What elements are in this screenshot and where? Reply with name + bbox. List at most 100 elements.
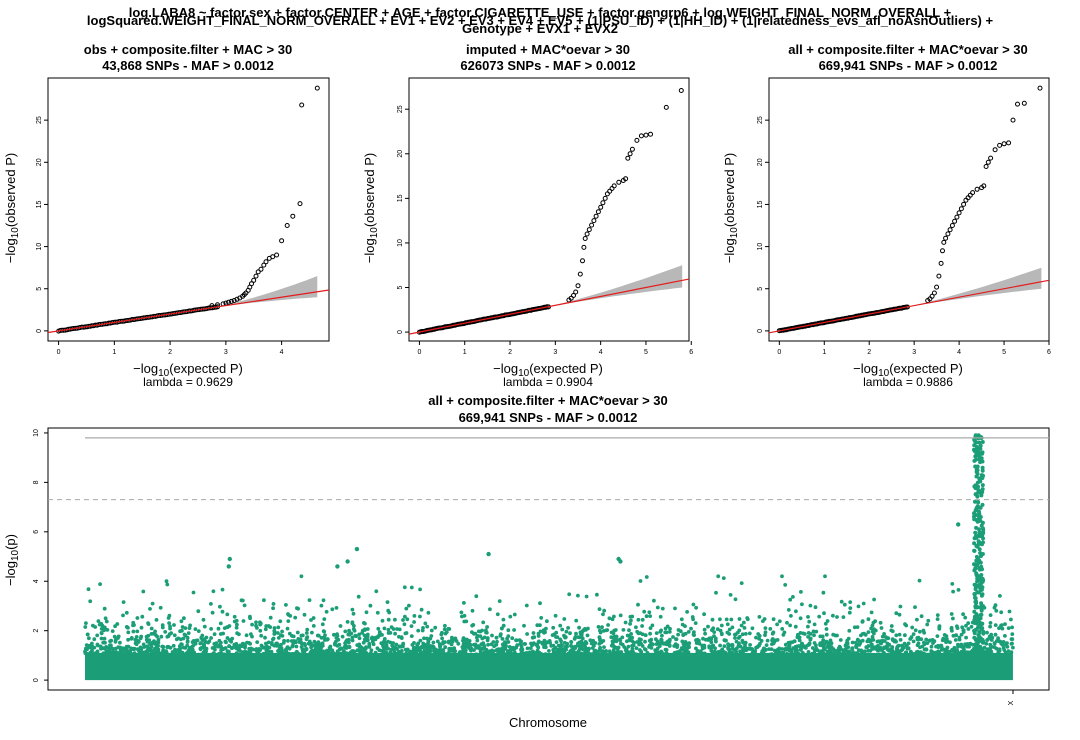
snp-point	[92, 637, 97, 642]
snp-point	[640, 624, 644, 628]
snp-point	[317, 643, 322, 648]
snp-point	[551, 625, 556, 630]
snp-point	[972, 614, 977, 619]
snp-point	[612, 634, 617, 639]
snp-point	[248, 650, 253, 654]
qq-point	[1006, 140, 1012, 146]
snp-point	[973, 605, 978, 610]
snp-point	[542, 630, 546, 635]
snp-point	[972, 443, 977, 448]
qq-imputed-lambda: lambda = 0.9904	[503, 375, 593, 389]
snp-point	[719, 623, 724, 628]
snp-point	[263, 635, 267, 640]
snp-point	[350, 635, 355, 640]
snp-point	[573, 646, 578, 650]
snp-point	[320, 643, 325, 648]
snp-point	[491, 640, 496, 644]
snp-point	[1007, 609, 1012, 614]
snp-point	[102, 628, 106, 633]
snp-point	[334, 606, 339, 610]
snp-point	[564, 629, 569, 634]
snp-point	[299, 574, 304, 579]
qq-point	[616, 179, 622, 185]
snp-point	[861, 601, 866, 606]
snp-point	[144, 649, 148, 654]
snp-point	[832, 651, 837, 656]
qq-point	[663, 104, 669, 110]
qq-point	[274, 252, 280, 258]
snp-point	[131, 620, 136, 625]
snp-point	[506, 640, 511, 644]
snp-point	[161, 653, 166, 657]
snp-point	[837, 650, 842, 655]
snp-point	[347, 645, 352, 650]
snp-point	[87, 636, 91, 641]
snp-point	[654, 637, 658, 642]
snp-point	[798, 648, 803, 652]
snp-point	[167, 632, 172, 636]
snp-point	[824, 627, 829, 631]
snp-point	[852, 653, 857, 657]
snp-point	[882, 645, 886, 650]
snp-point	[569, 640, 573, 644]
snp-point	[462, 601, 466, 605]
snp-point	[315, 633, 320, 638]
snp-point	[855, 625, 860, 629]
snp-point	[951, 616, 955, 621]
snp-point	[418, 614, 422, 619]
snp-point	[410, 643, 415, 647]
snp-point	[860, 651, 865, 655]
snp-point	[737, 634, 742, 639]
snp-point	[811, 629, 816, 634]
snp-point	[204, 635, 209, 640]
snp-point	[980, 502, 985, 507]
snp-point	[737, 617, 742, 621]
snp-point	[643, 633, 648, 638]
snp-point	[386, 608, 391, 613]
snp-point	[745, 617, 750, 622]
snp-point	[1009, 650, 1014, 655]
snp-point	[659, 637, 664, 642]
x-tick-label: 0	[777, 349, 781, 356]
snp-point	[347, 637, 351, 642]
snp-point	[975, 646, 980, 651]
snp-point	[754, 635, 758, 640]
snp-point	[972, 592, 977, 596]
snp-point	[86, 587, 91, 592]
snp-point	[975, 519, 980, 524]
snp-point	[488, 607, 492, 612]
snp-point	[770, 642, 774, 646]
snp-point	[383, 646, 388, 650]
snp-point	[915, 636, 920, 640]
snp-point	[538, 601, 542, 606]
snp-point	[566, 626, 570, 630]
snp-point	[367, 643, 372, 647]
snp-point	[793, 649, 798, 654]
snp-point	[275, 631, 280, 635]
snp-point	[857, 639, 862, 643]
snp-point	[616, 645, 621, 650]
snp-point	[825, 619, 830, 623]
qq-point	[931, 290, 937, 296]
snp-point	[262, 645, 267, 650]
y-tick-label: 10	[36, 243, 43, 251]
snp-point	[271, 602, 276, 606]
snp-point	[992, 641, 997, 646]
snp-point	[693, 653, 697, 657]
snp-point	[182, 632, 187, 637]
qq-point	[575, 283, 581, 289]
snp-point	[697, 641, 702, 646]
snp-point	[751, 652, 755, 656]
snp-point	[913, 605, 917, 609]
snp-point	[567, 592, 572, 597]
snp-point	[911, 652, 916, 657]
snp-point	[713, 638, 718, 643]
snp-point	[806, 650, 811, 654]
snp-point	[428, 647, 432, 651]
snp-point	[910, 625, 915, 630]
snp-point	[485, 650, 490, 655]
snp-point	[320, 622, 325, 627]
snp-point	[648, 626, 653, 630]
qq-point	[577, 271, 583, 277]
qq-point	[929, 293, 935, 299]
